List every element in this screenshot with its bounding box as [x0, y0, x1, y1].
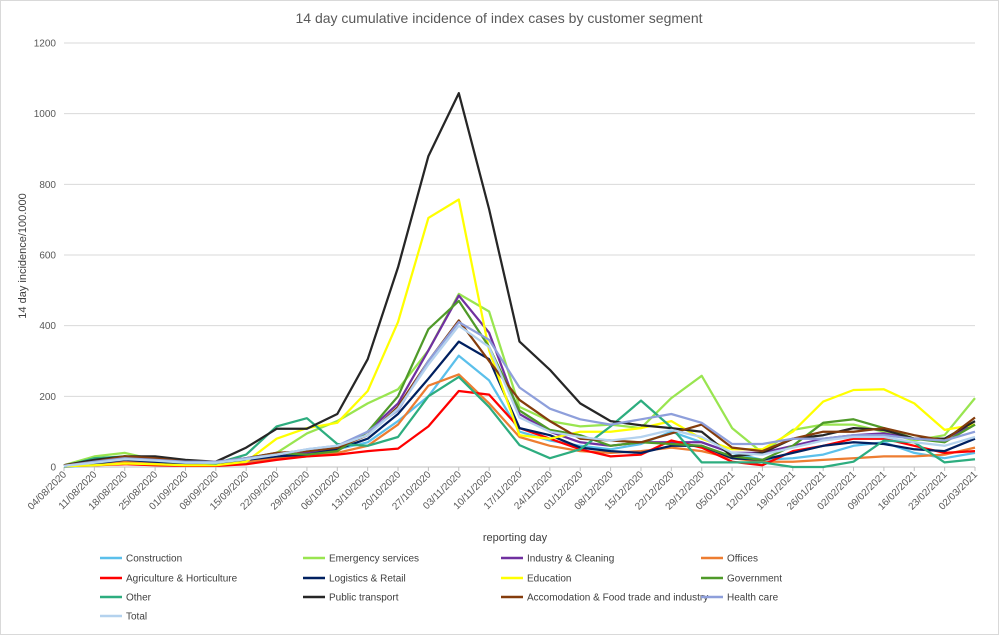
y-tick-label: 800: [39, 180, 56, 191]
series-lines: [63, 92, 976, 469]
legend-item: Logistics & Retail: [303, 574, 406, 585]
legend-label: Industry & Cleaning: [527, 554, 614, 565]
legend-item: Public transport: [303, 593, 399, 604]
y-tick-label: 1000: [34, 109, 57, 120]
legend-label: Agriculture & Horticulture: [126, 574, 238, 585]
legend-item: Education: [501, 574, 571, 585]
legend-label: Emergency services: [329, 554, 419, 565]
y-tick-label: 1200: [34, 39, 57, 50]
legend: Construction Emergency services Industry &…: [100, 554, 782, 623]
y-tick-label: 400: [39, 321, 56, 332]
legend-item: Health care: [701, 593, 779, 604]
legend-label: Construction: [126, 554, 182, 565]
series-line-6: [63, 198, 976, 468]
legend-label: Total: [126, 612, 147, 623]
x-axis-title: reporting day: [483, 532, 548, 544]
legend-label: Public transport: [329, 593, 399, 604]
legend-item: Government: [701, 574, 782, 585]
y-tick-label: 0: [50, 463, 56, 474]
y-axis: 0 200 400 600 800 1000 1200: [34, 39, 57, 474]
legend-item: Offices: [701, 554, 758, 565]
legend-item: Construction: [100, 554, 182, 565]
legend-label: Health care: [727, 593, 779, 604]
legend-label: Logistics & Retail: [329, 574, 406, 585]
series-line-12: [63, 324, 976, 468]
legend-item: Agriculture & Horticulture: [100, 574, 238, 585]
y-axis-title: 14 day incidence/100.000: [17, 193, 29, 318]
chart-title: 14 day cumulative incidence of index cas…: [296, 10, 703, 26]
legend-item: Other: [100, 593, 152, 604]
legend-label: Offices: [727, 554, 758, 565]
legend-item: Emergency services: [303, 554, 419, 565]
legend-label: Accomodation & Food trade and industry: [527, 593, 708, 604]
x-axis: 04/08/202011/08/202018/08/202025/08/2020…: [26, 467, 980, 513]
y-tick-label: 600: [39, 251, 56, 262]
legend-item: Accomodation & Food trade and industry: [501, 593, 708, 604]
legend-label: Other: [126, 593, 152, 604]
legend-item: Industry & Cleaning: [501, 554, 614, 565]
legend-item: Total: [100, 612, 147, 623]
legend-label: Education: [527, 574, 571, 585]
legend-label: Government: [727, 574, 782, 585]
y-tick-label: 200: [39, 392, 56, 403]
